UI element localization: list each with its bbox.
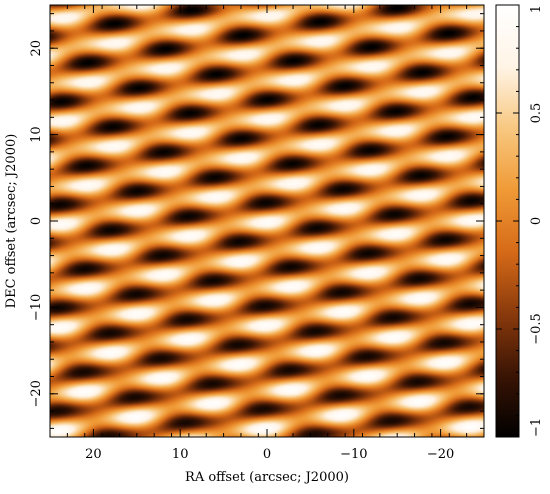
colorbar-tick-label: −1: [529, 418, 544, 437]
y-tick-label: −20: [29, 380, 44, 407]
heatmap-plot-area: [50, 5, 484, 437]
colorbar-ticks: −1 −0.5 0 0.5 1: [496, 4, 544, 438]
y-tick-label: 10: [29, 126, 44, 143]
x-tick-label: 0: [263, 447, 271, 462]
y-axis-ticks: −20 −10 0 10 20: [29, 13, 484, 429]
colorbar-tick-label: 1: [529, 5, 544, 13]
y-tick-label: 0: [29, 217, 44, 225]
x-axis-ticks: 20 10 0 −10 −20: [49, 5, 485, 462]
y-tick-label: −10: [29, 294, 44, 321]
x-tick-label: 20: [85, 447, 102, 462]
x-axis-label: RA offset (arcsec; J2000): [185, 470, 349, 485]
colorbar-tick-label: 0: [529, 217, 544, 225]
x-tick-label: −20: [427, 447, 454, 462]
colorbar-tick-label: −0.5: [529, 313, 544, 345]
y-axis-label: DEC offset (arcsec; J2000): [4, 134, 19, 309]
x-tick-label: 10: [172, 447, 189, 462]
colorbar-tick-label: 0.5: [529, 103, 544, 124]
heatmap-image: [50, 5, 484, 437]
y-tick-label: 20: [29, 40, 44, 57]
x-tick-label: −10: [340, 447, 367, 462]
